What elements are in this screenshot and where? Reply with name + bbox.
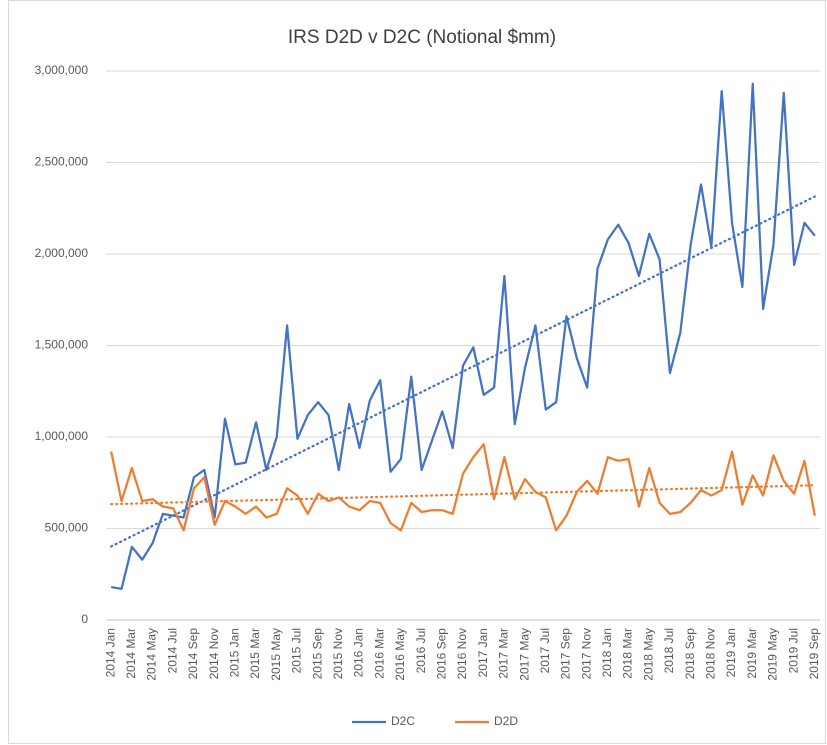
- x-tick-label: 2015 Mar: [248, 628, 262, 679]
- x-tick-label: 2014 Nov: [207, 628, 221, 679]
- x-tick-label: 2017 Jul: [538, 628, 552, 673]
- x-tick-label: 2016 Jul: [414, 628, 428, 673]
- series-line: [110, 82, 816, 591]
- x-tick-label: 2019 Sep: [807, 628, 821, 680]
- x-tick-label: 2016 Nov: [455, 628, 469, 679]
- legend-label: D2D: [494, 714, 518, 728]
- x-tick-label: 2017 May: [517, 628, 531, 681]
- x-tick-label: 2018 Mar: [621, 628, 635, 679]
- series-line: [110, 443, 816, 532]
- x-tick-label: 2017 Sep: [559, 628, 573, 680]
- y-tick-label: 0: [81, 612, 88, 626]
- x-tick-label: 2014 May: [145, 628, 159, 681]
- x-tick-label: 2018 Jan: [600, 628, 614, 677]
- x-tick-label: 2014 Jan: [103, 628, 117, 677]
- x-tick-label: 2017 Nov: [579, 628, 593, 679]
- y-tick-label: 1,500,000: [35, 338, 89, 352]
- y-tick-label: 2,500,000: [35, 155, 89, 169]
- x-tick-label: 2014 Sep: [186, 628, 200, 680]
- trendline: [110, 484, 816, 506]
- x-tick-label: 2018 May: [641, 628, 655, 681]
- x-tick-label: 2018 Nov: [704, 628, 718, 679]
- x-tick-label: 2015 Nov: [331, 628, 345, 679]
- x-tick-label: 2018 Sep: [683, 628, 697, 680]
- chart-title: IRS D2D v D2C (Notional $mm): [288, 27, 556, 48]
- y-tick-label: 500,000: [45, 521, 89, 535]
- x-tick-label: 2016 Mar: [372, 628, 386, 679]
- x-tick-label: 2016 Jan: [352, 628, 366, 677]
- x-tick-label: 2015 May: [269, 628, 283, 681]
- x-tick-label: 2016 May: [393, 628, 407, 681]
- x-tick-label: 2019 Jan: [724, 628, 738, 677]
- x-tick-label: 2015 Jul: [290, 628, 304, 673]
- x-tick-label: 2019 Mar: [745, 628, 759, 679]
- y-tick-label: 3,000,000: [35, 63, 89, 77]
- x-tick-label: 2018 Jul: [662, 628, 676, 673]
- x-tick-label: 2015 Jan: [228, 628, 242, 677]
- x-tick-label: 2014 Mar: [124, 628, 138, 679]
- y-tick-label: 1,000,000: [35, 429, 89, 443]
- x-tick-label: 2017 Jan: [476, 628, 490, 677]
- y-tick-label: 2,000,000: [35, 246, 89, 260]
- x-tick-label: 2015 Sep: [310, 628, 324, 680]
- trendline: [110, 195, 816, 548]
- x-tick-label: 2019 Jul: [786, 628, 800, 673]
- legend-label: D2C: [391, 714, 415, 728]
- x-tick-label: 2016 Sep: [434, 628, 448, 680]
- x-tick-label: 2017 Mar: [497, 628, 511, 679]
- x-tick-label: 2019 May: [766, 628, 780, 681]
- x-tick-label: 2014 Jul: [165, 628, 179, 673]
